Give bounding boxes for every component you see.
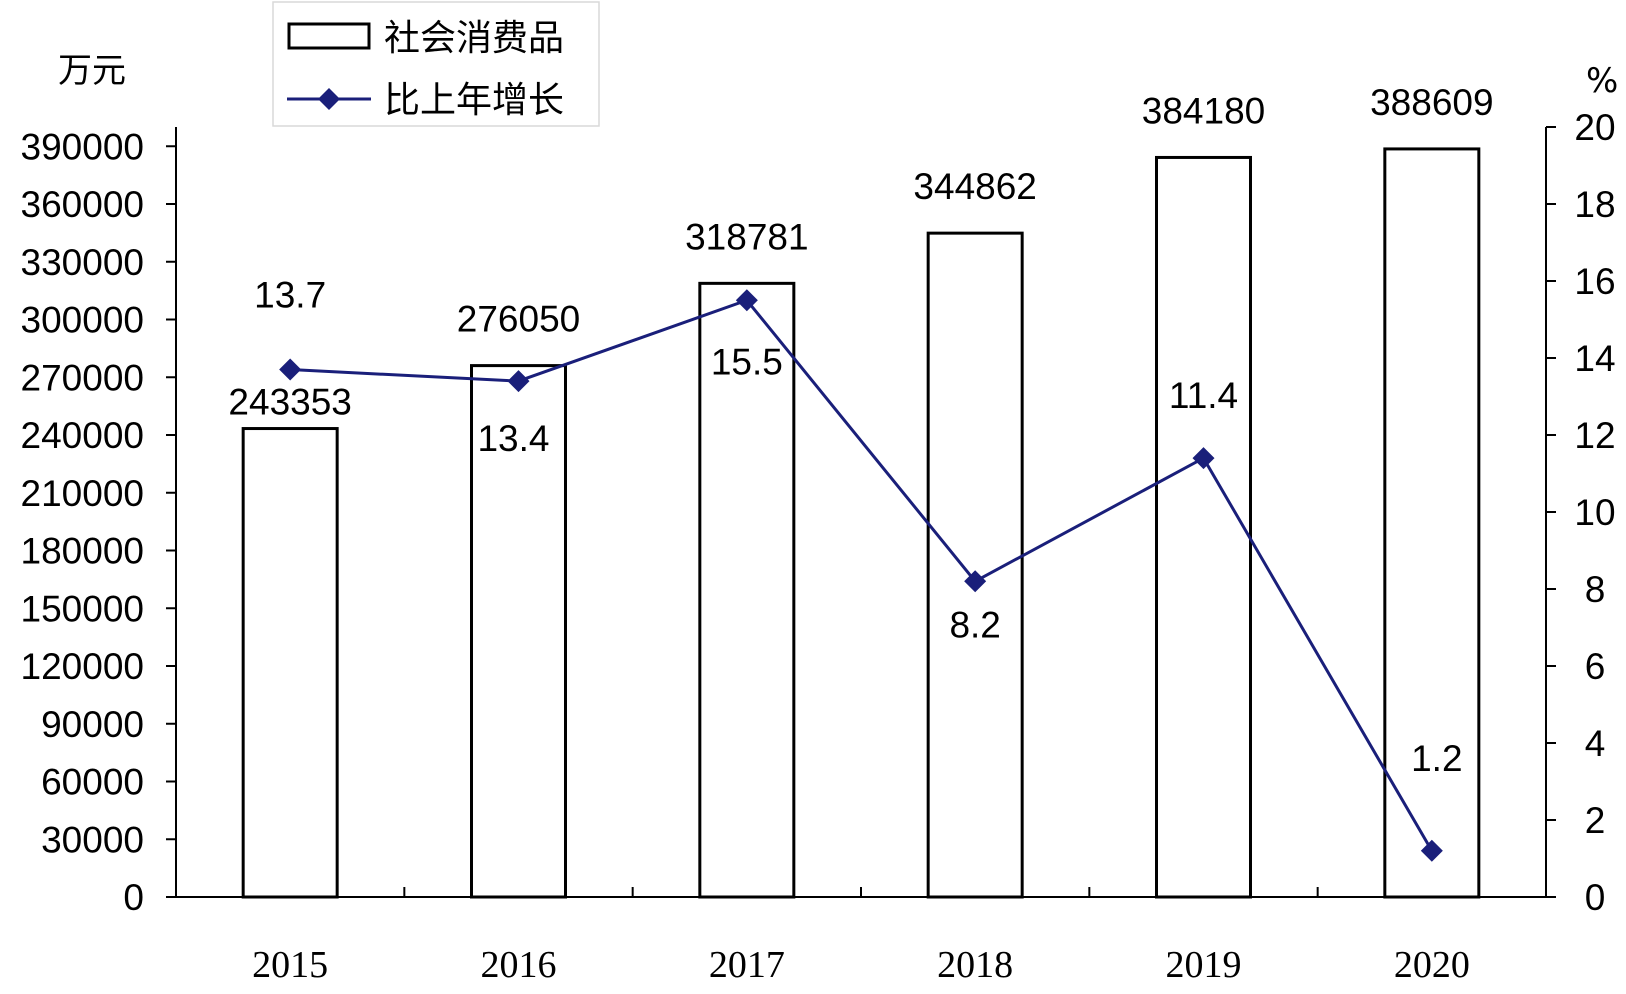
line-data-label: 13.7 <box>254 275 326 316</box>
growth-line <box>290 298 1434 852</box>
left-tick-label: 360000 <box>21 184 144 225</box>
line-data-label: 11.4 <box>1169 375 1238 416</box>
line-data-labels: 13.7 13.4 15.5 8.2 11.4 1.2 <box>254 275 1462 779</box>
line-point <box>507 370 530 393</box>
left-tick-label: 0 <box>123 877 144 918</box>
line-data-label: 15.5 <box>711 341 783 382</box>
line-point <box>1420 839 1443 862</box>
legend-line-marker <box>318 88 340 110</box>
left-tick-label: 210000 <box>21 473 144 514</box>
left-tick-label: 390000 <box>21 126 144 167</box>
right-y-ticks: 0 2 4 6 8 10 12 14 16 18 20 <box>1546 107 1616 918</box>
bar-data-label: 276050 <box>457 299 580 340</box>
right-tick-label: 12 <box>1574 415 1615 456</box>
line-data-label: 1.2 <box>1411 738 1462 779</box>
bar-data-label: 384180 <box>1142 90 1265 131</box>
bar-data-labels: 243353 276050 318781 344862 384180 388609 <box>228 82 1493 423</box>
left-tick-label: 270000 <box>21 357 144 398</box>
left-tick-label: 330000 <box>21 242 144 283</box>
line-point <box>279 358 302 381</box>
right-tick-label: 18 <box>1574 184 1615 225</box>
right-tick-label: 6 <box>1585 646 1606 687</box>
bar <box>470 364 567 899</box>
bar <box>698 281 796 899</box>
line-point <box>735 289 758 312</box>
legend: 社会消费品 比上年增长 <box>272 1 600 127</box>
line-data-label: 13.4 <box>477 418 549 459</box>
line-series <box>279 289 1443 862</box>
right-tick-label: 10 <box>1574 492 1615 533</box>
bar <box>241 427 339 899</box>
x-ticks: 2015 2016 2017 2018 2019 2020 <box>175 887 1547 986</box>
left-tick-label: 240000 <box>21 415 144 456</box>
bar-data-label: 344862 <box>913 166 1036 207</box>
legend-bar-label: 社会消费品 <box>384 18 564 59</box>
right-tick-label: 14 <box>1574 338 1615 379</box>
left-tick-label: 300000 <box>21 300 144 341</box>
bar-data-label: 243353 <box>228 382 351 423</box>
bar <box>1155 155 1252 899</box>
x-tick-label: 2018 <box>937 944 1013 986</box>
left-tick-label: 150000 <box>21 588 144 629</box>
legend-bar-swatch <box>287 22 371 50</box>
bar <box>1383 147 1481 899</box>
left-tick-label: 180000 <box>21 531 144 572</box>
right-tick-label: 2 <box>1585 800 1606 841</box>
x-tick-label: 2016 <box>481 944 557 986</box>
line-point <box>1192 447 1215 470</box>
right-tick-label: 8 <box>1585 569 1606 610</box>
bar-series <box>241 147 1481 899</box>
bar-data-label: 388609 <box>1370 82 1493 123</box>
x-tick-label: 2019 <box>1166 944 1242 986</box>
x-tick-label: 2017 <box>709 944 785 986</box>
right-tick-label: 20 <box>1574 107 1615 148</box>
line-data-label: 8.2 <box>949 604 1000 645</box>
left-tick-label: 30000 <box>41 819 144 860</box>
left-y-ticks: 0 30000 60000 90000 120000 150000 180000 210000… <box>21 126 176 918</box>
x-tick-label: 2015 <box>252 944 328 986</box>
x-tick-label: 2020 <box>1394 944 1470 986</box>
right-tick-label: 16 <box>1574 261 1615 302</box>
left-tick-label: 120000 <box>21 646 144 687</box>
legend-line-label: 比上年增长 <box>384 80 564 121</box>
right-axis-unit: % <box>1586 61 1618 101</box>
line-point <box>964 570 987 593</box>
right-tick-label: 4 <box>1585 723 1606 764</box>
left-axis-unit: 万元 <box>58 51 126 91</box>
left-tick-label: 60000 <box>41 762 144 803</box>
left-tick-label: 90000 <box>41 704 144 745</box>
bar-data-label: 318781 <box>685 216 808 257</box>
right-tick-label: 0 <box>1585 877 1606 918</box>
